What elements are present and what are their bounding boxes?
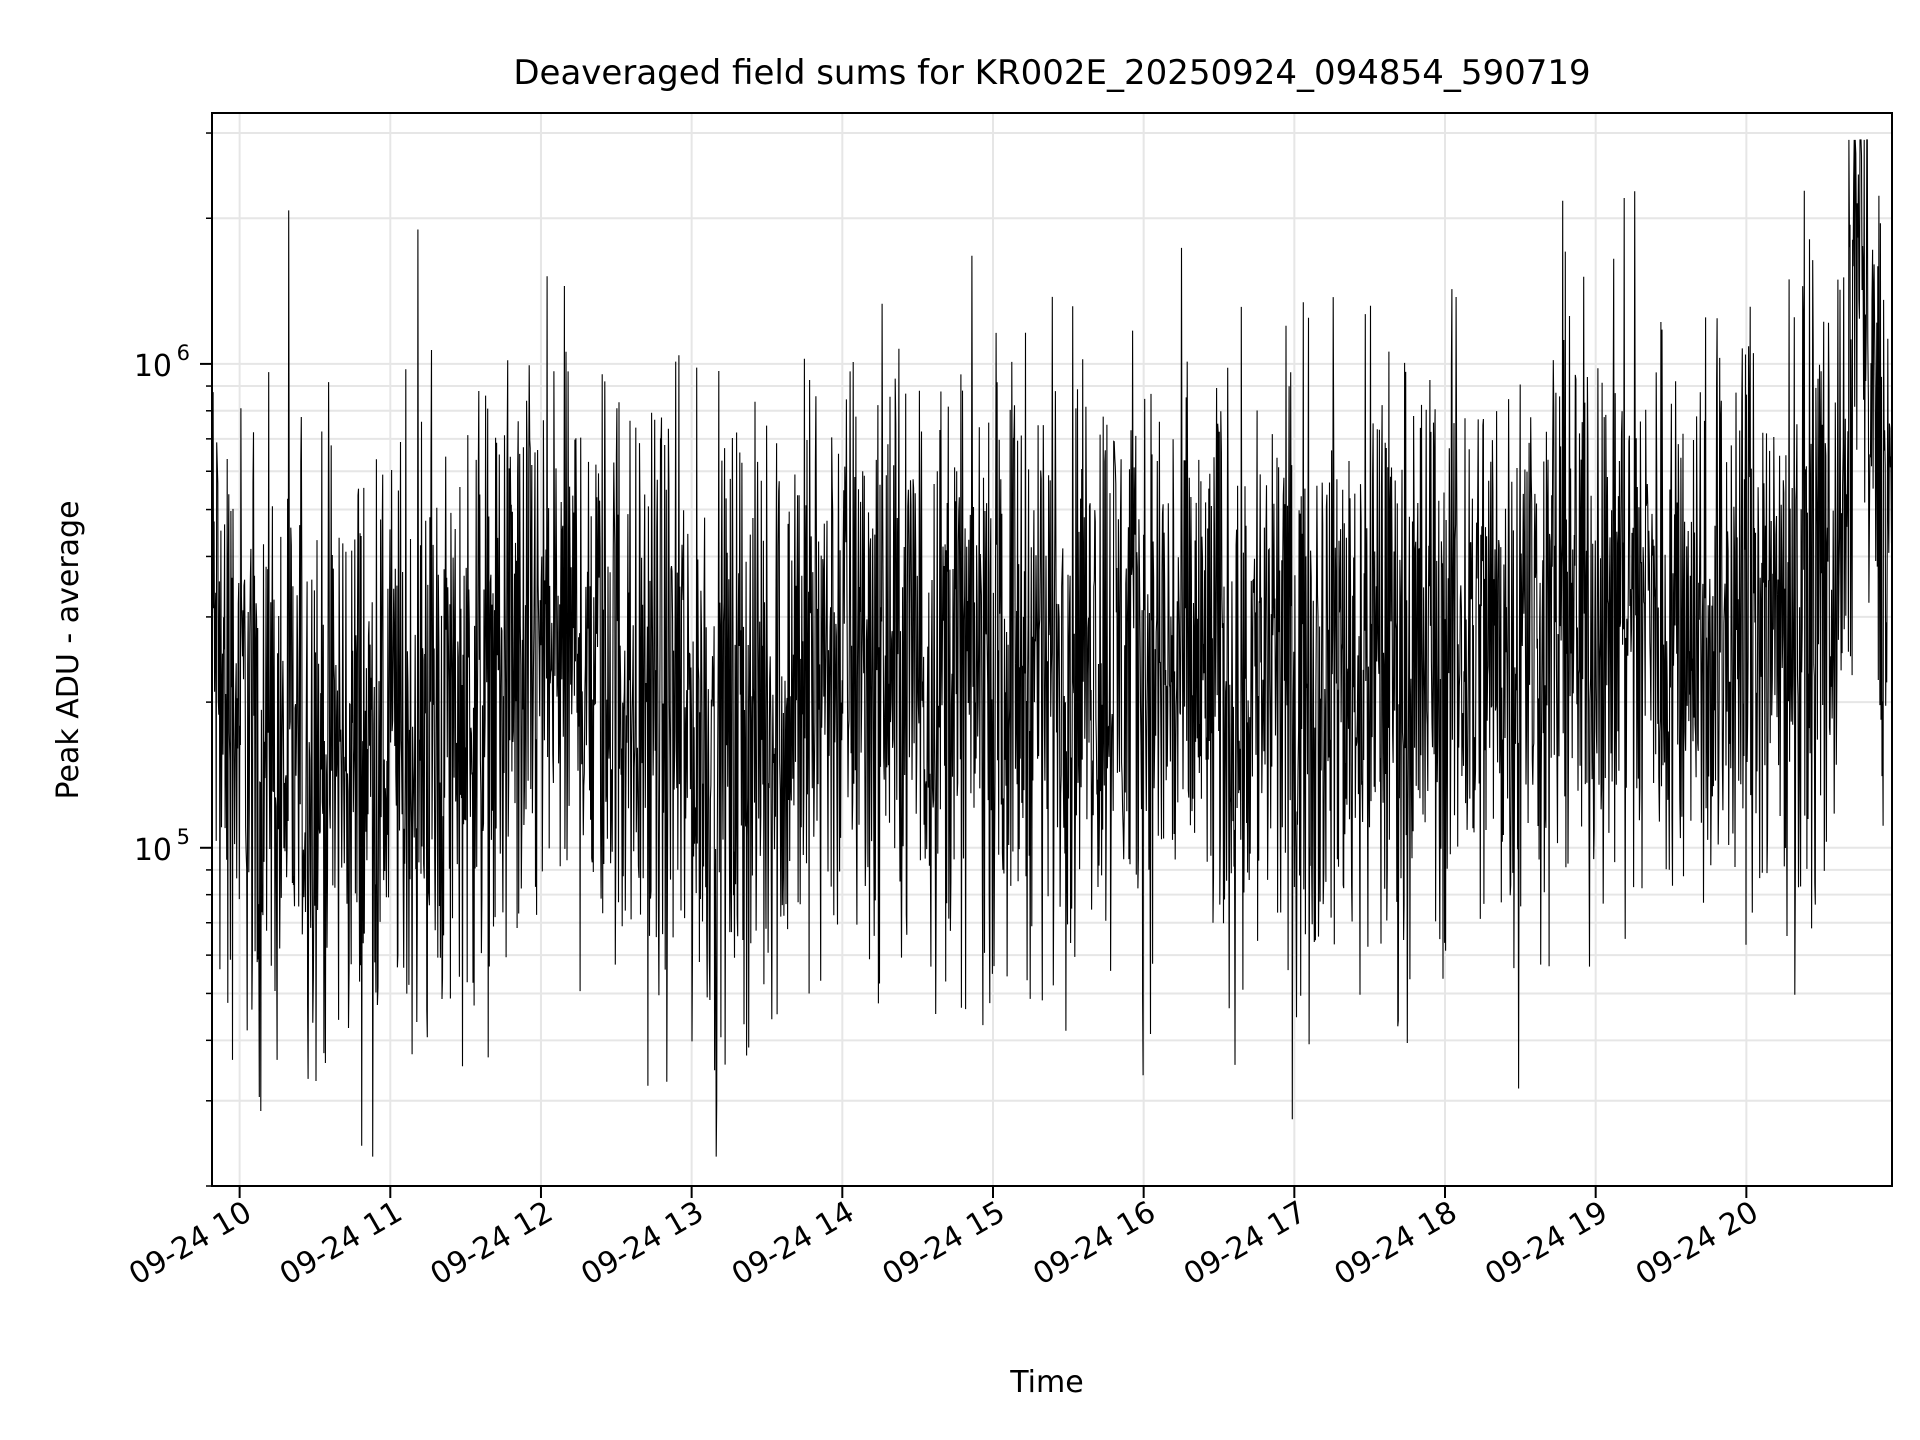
y-axis-label: Peak ADU - average: [51, 500, 86, 799]
y-tick-label: 10: [134, 833, 172, 868]
x-axis-label: Time: [1009, 1365, 1083, 1400]
chart-title: Deaveraged field sums for KR002E_2025092…: [513, 53, 1590, 93]
series-line: [211, 139, 1893, 1157]
data-line: [211, 139, 1893, 1157]
y-tick-label: 10: [134, 349, 172, 384]
y-tick-exponent: 6: [177, 341, 190, 365]
y-tick-exponent: 5: [177, 825, 190, 849]
plot-frame: [211, 112, 1893, 1187]
